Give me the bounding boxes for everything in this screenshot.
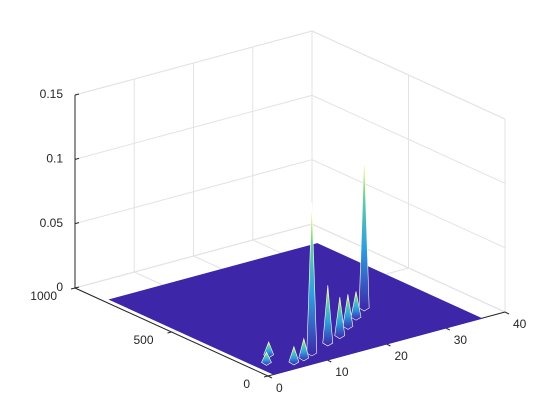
x-tick-label: 0 [276, 381, 283, 395]
z-tick [74, 157, 80, 160]
x-tick-label: 30 [454, 333, 468, 347]
z-tick [74, 286, 80, 289]
y-tick [70, 287, 76, 290]
z-tick [74, 93, 80, 96]
y-tick [263, 375, 269, 378]
x-tick-label: 10 [335, 365, 349, 379]
y-tick-label: 500 [133, 333, 153, 347]
x-tick-label: 40 [513, 317, 527, 331]
z-tick [74, 222, 80, 225]
z-tick-label: 0 [56, 280, 63, 294]
surface [108, 243, 483, 375]
grid-line [74, 30, 506, 120]
peak [358, 153, 370, 312]
y-tick-label: 0 [243, 377, 250, 391]
y-tick [167, 331, 172, 334]
peak [350, 291, 362, 321]
peak [288, 345, 300, 366]
peak [342, 294, 354, 330]
grid-line [74, 159, 506, 249]
peak [298, 337, 310, 362]
x-tick [267, 375, 273, 379]
z-tick-label: 0.05 [40, 216, 64, 230]
grid-line [74, 94, 506, 184]
peak [261, 351, 272, 366]
peak [306, 202, 318, 357]
x-tick-label: 20 [395, 349, 409, 363]
peak [334, 296, 346, 339]
x-tick [504, 311, 510, 315]
z-tick-label: 0.1 [46, 152, 63, 166]
z-tick-label: 0.15 [40, 87, 64, 101]
y-tick-label: 1000 [30, 289, 57, 303]
peak [322, 285, 334, 347]
